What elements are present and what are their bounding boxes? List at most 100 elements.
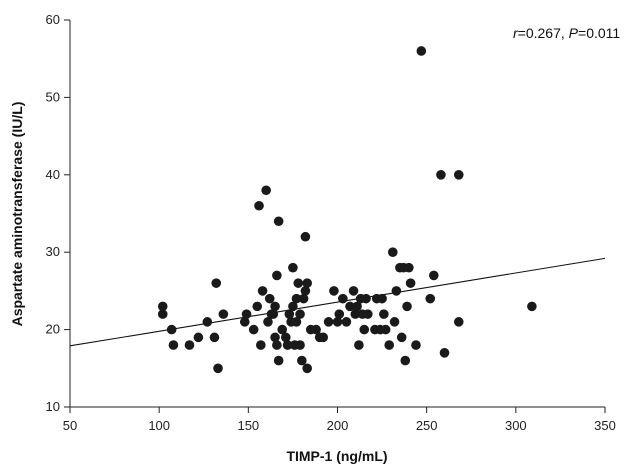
trendline-group	[69, 257, 606, 347]
data-point	[345, 301, 355, 312]
data-point	[291, 293, 302, 304]
data-point	[273, 355, 284, 366]
r-symbol: r	[513, 25, 519, 41]
data-point	[277, 324, 288, 335]
data-point	[453, 170, 464, 180]
x-axis: 50 100 150 200 250 300 350	[63, 406, 616, 433]
x-axis-title: TIMP-1 (ng/mL)	[286, 448, 387, 464]
data-point	[405, 278, 416, 288]
data-point	[280, 332, 291, 343]
data-point	[380, 324, 391, 335]
data-point	[425, 293, 436, 304]
data-point	[272, 270, 282, 281]
data-point	[168, 340, 179, 350]
data-point	[411, 340, 421, 350]
data-point	[263, 317, 273, 327]
data-point	[157, 301, 168, 312]
data-point	[254, 200, 264, 211]
data-point	[256, 340, 266, 350]
data-point	[439, 348, 450, 358]
x-tick-label: 50	[63, 418, 77, 433]
y-axis-title: Aspartate aminotransferase (IU/L)	[9, 102, 25, 327]
y-tick-label: 20	[46, 322, 60, 337]
x-tick-label: 200	[327, 418, 349, 433]
data-point	[295, 340, 305, 350]
data-point	[166, 324, 177, 335]
data-point	[241, 309, 252, 319]
data-point	[318, 332, 329, 343]
data-point	[302, 278, 312, 288]
data-point	[300, 231, 311, 242]
data-point	[157, 309, 168, 319]
data-point	[377, 293, 387, 304]
data-point	[270, 301, 280, 312]
data-point	[282, 340, 293, 350]
data-point	[354, 340, 364, 350]
data-point	[453, 317, 464, 327]
data-point	[288, 262, 298, 273]
data-point	[311, 324, 321, 335]
data-point	[252, 301, 263, 312]
data-point	[323, 317, 334, 327]
data-point	[416, 46, 427, 56]
data-point	[184, 340, 195, 350]
data-point	[359, 324, 370, 335]
data-point	[436, 170, 446, 180]
data-point	[209, 332, 220, 343]
data-point	[268, 309, 279, 319]
data-point	[193, 332, 204, 343]
data-point	[527, 301, 537, 312]
data-point	[384, 340, 395, 350]
data-point	[288, 301, 298, 312]
data-point	[302, 363, 312, 374]
y-tick-label: 10	[46, 399, 60, 414]
trendline	[69, 257, 606, 347]
data-point	[400, 355, 411, 366]
y-tick-label: 50	[46, 89, 60, 104]
data-point	[300, 286, 311, 296]
data-point	[273, 216, 284, 227]
r-value: =0.267,	[518, 25, 569, 41]
data-point	[332, 317, 343, 327]
y-tick-label: 30	[46, 244, 60, 259]
x-tick-label: 100	[148, 418, 170, 433]
x-tick-label: 300	[505, 418, 527, 433]
data-point	[334, 309, 345, 319]
data-point	[387, 247, 398, 257]
data-point	[341, 317, 352, 327]
data-point	[338, 293, 348, 304]
data-point	[352, 301, 362, 312]
data-point	[298, 293, 309, 304]
x-tick-label: 150	[237, 418, 259, 433]
data-point	[270, 332, 280, 343]
data-point	[350, 309, 361, 319]
p-symbol: P	[569, 25, 579, 41]
data-point	[211, 278, 222, 288]
data-point	[202, 317, 213, 327]
data-point	[291, 317, 302, 327]
data-point	[404, 262, 414, 273]
data-point	[379, 309, 389, 319]
data-point	[348, 286, 359, 296]
x-tick-label: 350	[594, 418, 616, 433]
data-point	[284, 309, 295, 319]
y-tick-label: 40	[46, 167, 60, 182]
data-point	[213, 363, 223, 374]
data-point	[329, 286, 339, 296]
data-point	[272, 340, 282, 350]
data-point	[363, 309, 373, 319]
data-point	[218, 309, 229, 319]
data-point	[239, 317, 250, 327]
data-points	[157, 46, 537, 374]
data-point	[389, 317, 400, 327]
p-value: =0.011	[578, 25, 620, 41]
data-point	[261, 185, 271, 196]
correlation-annotation: r=0.267, P=0.011	[513, 25, 620, 41]
data-point	[391, 286, 402, 296]
data-point	[361, 293, 371, 304]
data-point	[264, 293, 275, 304]
data-point	[293, 278, 304, 288]
data-point	[396, 332, 407, 343]
data-point	[257, 286, 268, 296]
